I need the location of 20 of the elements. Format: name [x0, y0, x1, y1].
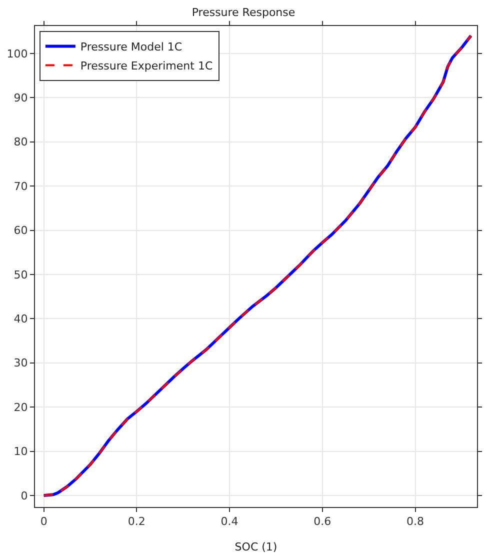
y-tick-label: 70	[14, 180, 28, 193]
y-tick-label: 50	[14, 268, 28, 282]
x-tick-label: 0.2	[128, 515, 146, 528]
x-tick-label: 0.8	[406, 515, 424, 528]
y-tick-label: 60	[14, 224, 28, 238]
x-axis-title: SOC (1)	[234, 540, 278, 554]
y-tick-label: 100	[6, 47, 28, 60]
y-tick-label: 90	[14, 91, 28, 104]
y-tick-label: 20	[14, 400, 28, 414]
y-tick-label: 80	[14, 136, 28, 149]
y-tick-label: 40	[14, 312, 28, 326]
y-tick-label: 30	[14, 356, 28, 370]
legend-label: Pressure Experiment 1C	[80, 60, 213, 73]
legend-label: Pressure Model 1C	[80, 40, 182, 54]
y-tick-label: 0	[20, 489, 28, 502]
y-tick-label: 10	[14, 445, 28, 458]
x-tick-label: 0	[40, 515, 48, 528]
x-tick-label: 0.6	[314, 515, 332, 528]
chart-title: Pressure Response	[192, 6, 296, 20]
x-tick-label: 0.4	[220, 515, 238, 528]
